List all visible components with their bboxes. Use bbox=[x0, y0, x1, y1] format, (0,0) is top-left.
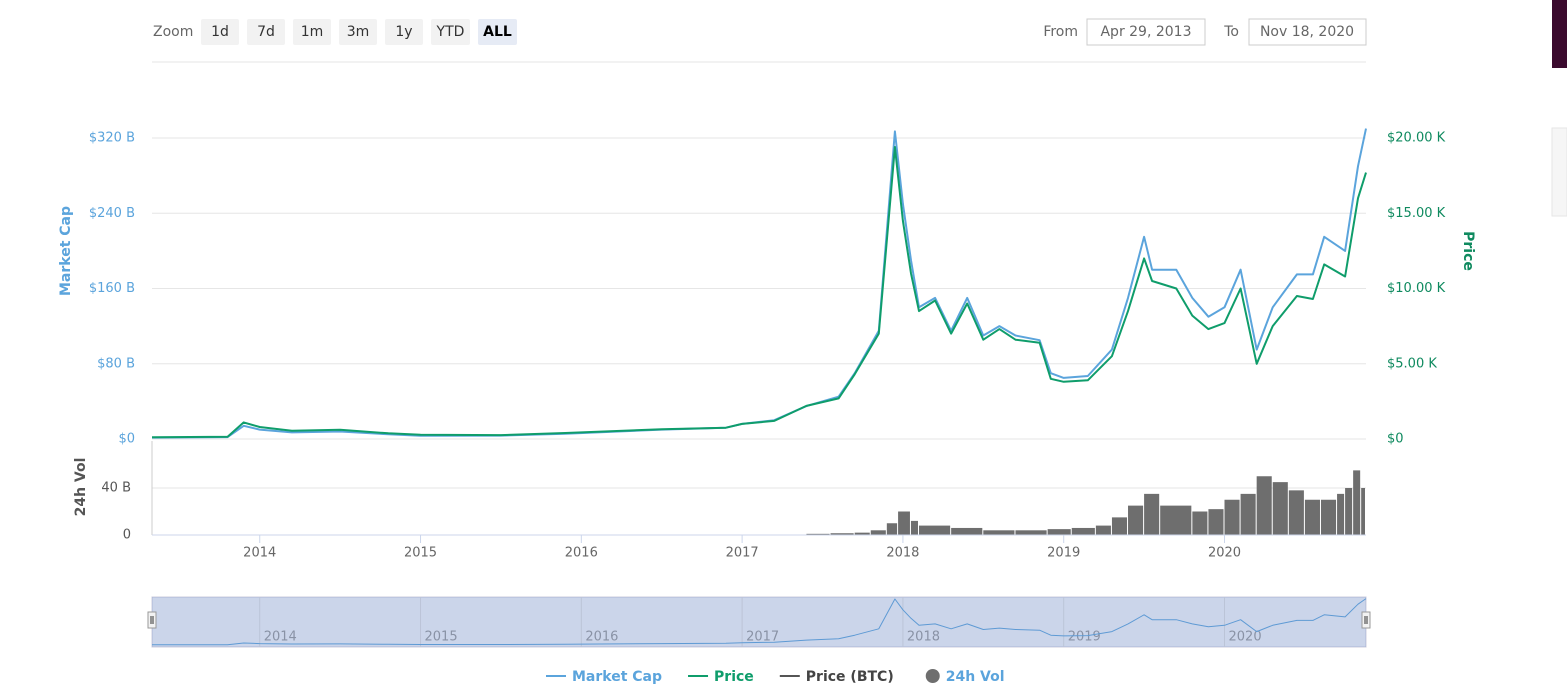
zoom-button-label[interactable]: 1y bbox=[395, 24, 412, 40]
vol-bar bbox=[870, 530, 886, 535]
vol-bar bbox=[1160, 505, 1192, 535]
y-axis-title: Market Cap bbox=[58, 206, 74, 296]
to-input[interactable] bbox=[1248, 18, 1367, 46]
line-1 bbox=[151, 146, 1367, 439]
zoom-button[interactable] bbox=[293, 19, 331, 45]
navigator-bg bbox=[151, 596, 1367, 648]
page-edge bbox=[1552, 0, 1567, 68]
legend-label[interactable]: Market Cap bbox=[572, 669, 662, 685]
vol-bar bbox=[1224, 499, 1240, 535]
vol-bar bbox=[1256, 476, 1272, 535]
vol-bar bbox=[1015, 530, 1047, 535]
to-value[interactable]: Nov 18, 2020 bbox=[1260, 24, 1354, 40]
y-tick-label: $320 B bbox=[89, 131, 135, 146]
vol-bar bbox=[1144, 493, 1160, 535]
x-tick-label: 2019 bbox=[1047, 546, 1080, 561]
y-tick-label: $80 B bbox=[97, 356, 135, 371]
vol-bar bbox=[1320, 499, 1337, 535]
vol-bar bbox=[918, 525, 951, 535]
y-tick-label: $160 B bbox=[89, 281, 135, 296]
y2-tick-label: $10.00 K bbox=[1387, 281, 1446, 296]
navigator-label: 2019 bbox=[1068, 630, 1101, 645]
vol-bar bbox=[1288, 490, 1304, 535]
legend-label[interactable]: Price (BTC) bbox=[806, 669, 894, 685]
vol-bar bbox=[1361, 488, 1365, 535]
vol-bar bbox=[1304, 499, 1320, 535]
y2-tick-label: $0 bbox=[1387, 432, 1404, 447]
from-input[interactable] bbox=[1086, 18, 1206, 46]
from-label: From bbox=[1043, 24, 1078, 40]
vol-bar bbox=[983, 530, 1015, 535]
x-tick-label: 2017 bbox=[726, 546, 759, 561]
vol-bar bbox=[830, 533, 854, 535]
vol-bar bbox=[806, 533, 830, 535]
navigator-label: 2018 bbox=[907, 630, 940, 645]
legend-symbol bbox=[925, 669, 940, 683]
navigator-label: 2016 bbox=[585, 630, 618, 645]
vol-bar bbox=[898, 511, 910, 535]
vol-bar bbox=[1111, 517, 1128, 535]
page-edge-panel bbox=[1551, 127, 1567, 217]
vol-bar bbox=[1208, 509, 1224, 535]
zoom-button[interactable] bbox=[385, 19, 423, 45]
vol-bar bbox=[1071, 527, 1095, 535]
from-value[interactable]: Apr 29, 2013 bbox=[1100, 24, 1191, 40]
legend-label[interactable]: Price bbox=[714, 669, 754, 685]
vol-tick-label: 0 bbox=[123, 528, 131, 543]
x-tick-label: 2014 bbox=[243, 546, 276, 561]
y2-axis-title: Price bbox=[1460, 231, 1476, 271]
zoom-button[interactable] bbox=[478, 19, 517, 45]
vol-bar bbox=[1337, 493, 1345, 535]
vol-bar bbox=[886, 523, 898, 535]
navigator-mask bbox=[152, 597, 1366, 647]
y-tick-label: $240 B bbox=[89, 206, 135, 221]
y-tick-label: $0 bbox=[118, 432, 135, 447]
x-tick-label: 2018 bbox=[886, 546, 919, 561]
zoom-button-label[interactable]: YTD bbox=[436, 24, 465, 40]
x-tick-label: 2016 bbox=[565, 546, 598, 561]
zoom-button[interactable] bbox=[339, 19, 377, 45]
zoom-button[interactable] bbox=[201, 19, 239, 45]
vol-tick-label: 40 B bbox=[101, 481, 131, 496]
vol-bar bbox=[1353, 470, 1361, 535]
legend-label[interactable]: 24h Vol bbox=[946, 669, 1005, 685]
vol-axis-title: 24h Vol bbox=[73, 458, 89, 517]
to-label: To bbox=[1223, 24, 1239, 40]
navigator-label: 2017 bbox=[746, 630, 779, 645]
zoom-button-label[interactable]: ALL bbox=[483, 24, 512, 40]
x-tick-label: 2015 bbox=[404, 546, 437, 561]
navigator-label: 2015 bbox=[425, 630, 458, 645]
line-0 bbox=[151, 128, 1367, 439]
navigator-label: 2014 bbox=[264, 630, 297, 645]
vol-bar bbox=[951, 527, 983, 535]
zoom-button-label[interactable]: 1d bbox=[211, 24, 229, 40]
navigator-handle[interactable] bbox=[1361, 611, 1371, 629]
zoom-label: Zoom bbox=[153, 24, 193, 40]
vol-bar bbox=[1192, 511, 1208, 535]
zoom-button[interactable] bbox=[247, 19, 285, 45]
x-tick-label: 2020 bbox=[1208, 546, 1241, 561]
vol-bar bbox=[1345, 488, 1353, 535]
vol-bar bbox=[1047, 529, 1071, 535]
zoom-button-label[interactable]: 7d bbox=[257, 24, 275, 40]
y2-tick-label: $5.00 K bbox=[1387, 356, 1437, 371]
navigator-handle[interactable] bbox=[147, 611, 157, 629]
zoom-button-label[interactable]: 3m bbox=[347, 24, 370, 40]
zoom-button[interactable] bbox=[431, 19, 470, 45]
vol-bar bbox=[1128, 505, 1144, 535]
vol-bar bbox=[1240, 493, 1256, 535]
y2-tick-label: $15.00 K bbox=[1387, 206, 1446, 221]
vol-bar bbox=[854, 532, 870, 535]
navigator-label: 2020 bbox=[1229, 630, 1262, 645]
navigator-line bbox=[151, 598, 1367, 646]
vol-bar bbox=[910, 520, 918, 535]
vol-bar bbox=[1272, 482, 1288, 535]
zoom-button-label[interactable]: 1m bbox=[301, 24, 324, 40]
y2-tick-label: $20.00 K bbox=[1387, 131, 1446, 146]
vol-bar bbox=[1095, 525, 1111, 535]
